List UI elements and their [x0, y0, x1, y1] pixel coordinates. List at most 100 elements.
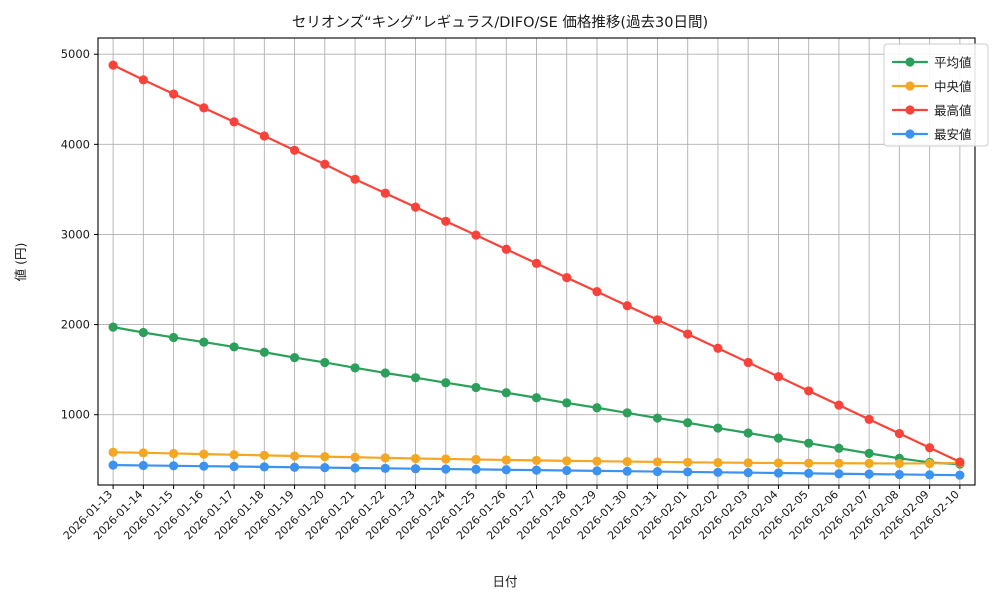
y-axis-label: 値 (円): [13, 243, 28, 282]
legend-label-中央値: 中央値: [934, 79, 972, 94]
data-point-marker: [683, 418, 693, 428]
data-point-marker: [380, 368, 390, 378]
data-point-marker: [864, 458, 874, 468]
x-axis-label: 日付: [492, 574, 517, 589]
data-point-marker: [925, 470, 935, 480]
legend-marker-中央値: [905, 81, 915, 91]
data-point-marker: [410, 373, 421, 383]
data-point-marker: [562, 456, 572, 466]
data-point-marker: [138, 327, 148, 338]
data-point-marker: [169, 89, 179, 99]
series-最安値: [108, 460, 965, 480]
data-point-marker: [743, 357, 753, 368]
legend-marker-平均値: [905, 57, 915, 67]
series-最高値: [108, 60, 965, 467]
legend-label-最高値: 最高値: [934, 103, 972, 118]
data-point-marker: [138, 75, 148, 85]
data-point-marker: [441, 378, 451, 388]
data-series-group: [108, 60, 965, 480]
data-point-marker: [955, 470, 965, 480]
data-point-marker: [894, 458, 904, 469]
data-point-marker: [320, 159, 330, 169]
data-point-marker: [229, 342, 239, 352]
data-point-marker: [471, 230, 481, 240]
data-point-marker: [350, 463, 360, 473]
data-point-marker: [199, 449, 209, 459]
data-point-marker: [622, 466, 632, 476]
data-point-marker: [108, 460, 118, 470]
data-point-marker: [743, 428, 753, 438]
data-point-marker: [471, 464, 481, 475]
data-point-marker: [320, 357, 330, 368]
data-point-marker: [108, 322, 118, 332]
legend-label-平均値: 平均値: [934, 55, 972, 70]
data-point-marker: [592, 456, 602, 466]
data-point-marker: [441, 454, 451, 464]
data-point-marker: [562, 465, 572, 476]
data-point-marker: [199, 337, 209, 347]
data-point-marker: [229, 117, 239, 127]
data-point-marker: [834, 469, 844, 479]
data-point-marker: [501, 388, 511, 398]
data-point-marker: [955, 457, 965, 467]
data-point-marker: [441, 216, 451, 226]
data-point-marker: [652, 315, 663, 325]
x-gridlines: [112, 38, 961, 485]
data-point-marker: [441, 464, 451, 474]
data-point-marker: [773, 458, 784, 468]
data-point-marker: [531, 465, 542, 475]
data-point-marker: [894, 428, 904, 439]
data-point-marker: [743, 468, 753, 478]
data-point-marker: [562, 398, 572, 408]
data-point-marker: [864, 414, 874, 424]
data-point-marker: [259, 450, 269, 460]
data-point-marker: [713, 343, 723, 353]
y-tick-label: 3000: [61, 227, 90, 241]
data-point-marker: [259, 131, 269, 141]
data-point-marker: [229, 461, 239, 472]
data-point-marker: [199, 461, 209, 471]
data-point-marker: [471, 382, 481, 393]
data-point-marker: [531, 258, 542, 268]
data-point-marker: [894, 469, 904, 480]
data-point-marker: [713, 423, 723, 433]
data-point-marker: [289, 352, 300, 363]
data-point-marker: [652, 413, 663, 423]
data-point-marker: [380, 463, 390, 473]
data-point-marker: [138, 460, 148, 471]
data-point-marker: [350, 363, 360, 373]
data-point-marker: [864, 469, 874, 479]
data-point-marker: [108, 60, 118, 70]
data-point-marker: [804, 468, 814, 478]
data-point-marker: [622, 301, 632, 311]
data-point-marker: [380, 188, 390, 198]
data-point-marker: [925, 458, 935, 469]
data-point-marker: [108, 447, 118, 457]
data-point-marker: [773, 468, 784, 478]
data-point-marker: [683, 457, 693, 467]
data-point-marker: [320, 452, 330, 462]
data-point-marker: [138, 448, 148, 458]
chart-title: セリオンズ“キング”レギュラス/DIFO/SE 価格推移(過去30日間): [292, 14, 708, 31]
data-point-marker: [169, 448, 179, 459]
data-point-marker: [622, 408, 632, 418]
data-point-marker: [289, 462, 300, 472]
data-point-marker: [501, 244, 511, 254]
data-point-marker: [531, 455, 542, 465]
data-point-marker: [169, 461, 179, 471]
data-point-marker: [713, 467, 723, 477]
data-point-marker: [592, 466, 602, 476]
data-point-marker: [773, 372, 784, 382]
data-point-marker: [834, 458, 844, 468]
data-point-marker: [804, 458, 814, 468]
data-point-marker: [834, 443, 844, 453]
data-point-marker: [622, 456, 632, 467]
data-point-marker: [289, 145, 300, 155]
data-point-marker: [592, 403, 602, 413]
y-tick-labels: 1000 2000 3000 4000 5000: [61, 47, 90, 421]
data-point-marker: [320, 463, 330, 473]
